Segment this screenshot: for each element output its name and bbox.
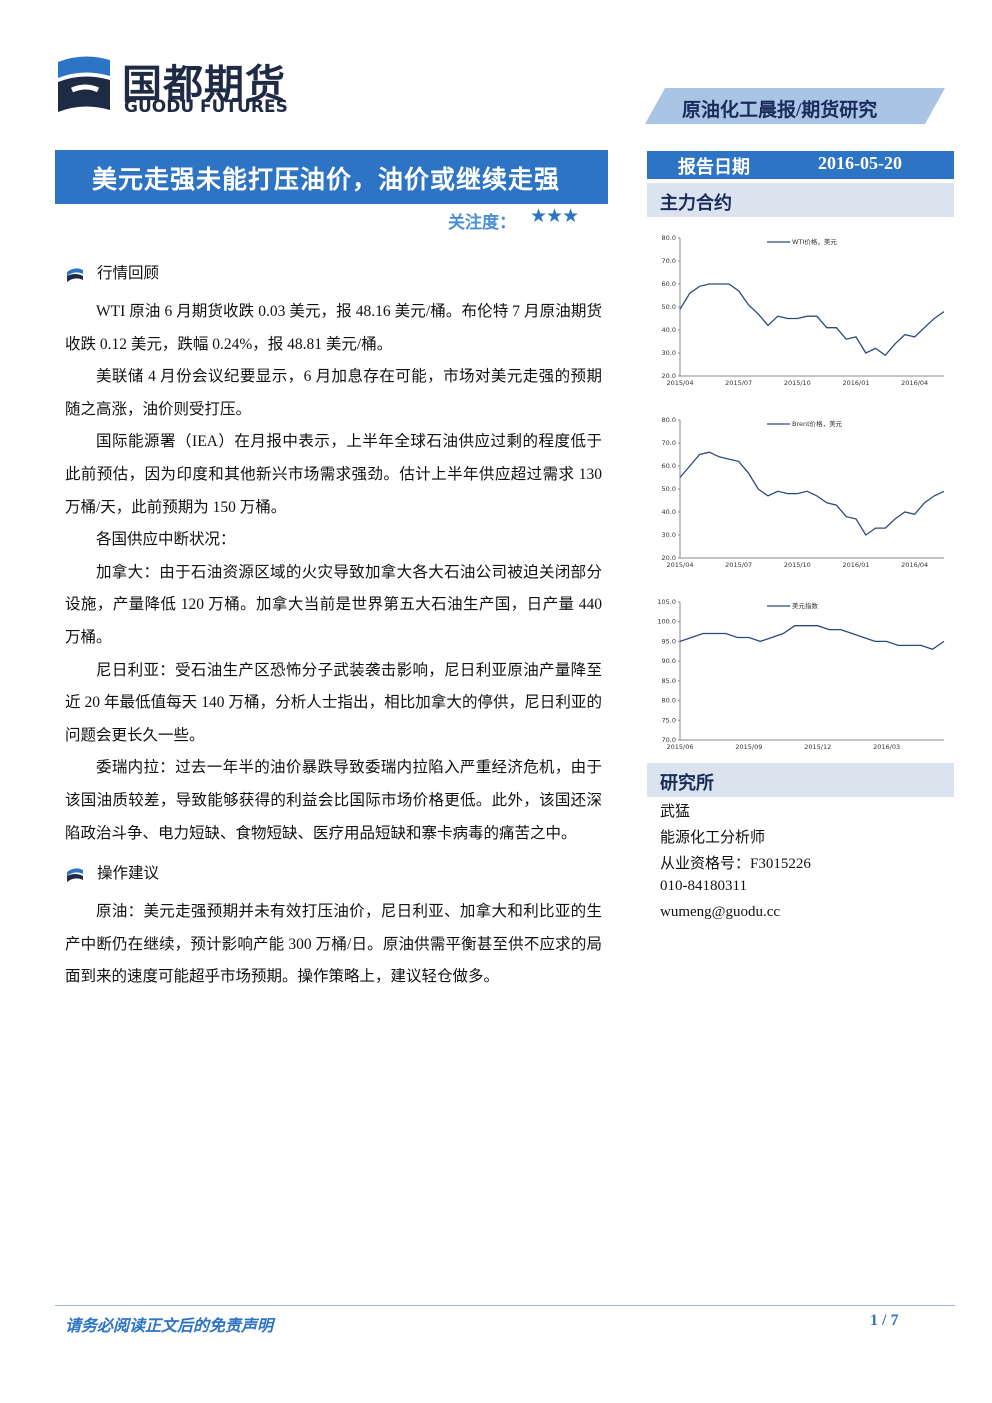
x-tick-label: 2015/04 [666,561,693,569]
section-icon [67,268,83,282]
y-tick-label: 40.0 [662,326,676,334]
section: 操作建议原油：美元走强预期并未有效打压油价，尼日利亚、加拿大和利比亚的生产中断仍… [65,858,602,994]
contact-line: wumeng@guodu.cc [660,904,781,920]
y-tick-label: 20.0 [662,554,676,562]
y-tick-label: 60.0 [662,280,676,288]
logo-mark [58,56,110,112]
paragraph: 委瑞内拉：过去一年半的油价暴跌导致委瑞内拉陷入严重经济危机，由于该国油质较差，导… [65,759,602,842]
x-tick-label: 2015/04 [666,379,693,387]
legend-label: 美元指数 [792,601,819,610]
y-tick-label: 30.0 [662,531,676,539]
paragraph: 美联储 4 月份会议纪要显示，6 月加息存在可能，市场对美元走强的预期随之高涨，… [65,368,602,418]
chart: 20.0 30.0 40.0 50.0 60.0 70.0 80.0 2015/04 2015/… [662,234,945,387]
icon-shape [67,874,83,883]
y-tick-label: 75.0 [662,716,676,724]
y-tick-label: 70.0 [662,257,676,265]
y-tick-label: 100.0 [657,618,676,626]
logo-subtext: GUODU FUTURES [124,97,288,117]
y-tick-label: 40.0 [662,508,676,516]
y-tick-label: 30.0 [662,349,676,357]
y-tick-label: 85.0 [662,677,676,685]
contact-line: 从业资格号：F3015226 [660,856,811,872]
report-title: 美元走强未能打压油价，油价或继续走强 [92,167,561,194]
report-type: 原油化工晨报/期货研究 [682,100,878,121]
icon-shape [67,268,83,276]
series-line [679,625,945,651]
paragraph: 国际能源署（IEA）在月报中表示，上半年全球石油供应过剩的程度低于此前预估，因为… [65,433,602,516]
x-tick-label: 2016/01 [842,561,869,569]
series-line [679,283,945,357]
paragraph: 原油：美元走强预期并未有效打压油价，尼日利亚、加拿大和利比亚的生产中断仍在继续，… [65,903,602,986]
footer-rule [55,1305,955,1306]
attention-stars: ★★★ [530,206,579,227]
title-bar [55,150,608,204]
y-tick-label: 105.0 [657,598,676,606]
x-tick-label: 2016/04 [901,379,928,387]
x-tick-label: 2015/12 [804,743,831,751]
y-tick-label: 70.0 [662,736,676,744]
research-heading: 研究所 [660,773,714,793]
x-tick-label: 2016/04 [901,561,928,569]
paragraph: 各国供应中断状况： [96,531,236,549]
x-tick-label: 2015/09 [735,743,762,751]
y-tick-label: 80.0 [662,697,676,705]
report-type-band [645,88,945,124]
x-tick-label: 2016/01 [842,379,869,387]
y-tick-label: 80.0 [662,416,676,424]
y-tick-label: 80.0 [662,234,676,242]
y-tick-label: 70.0 [662,439,676,447]
contract-bar [647,183,954,217]
attention-label: 关注度： [448,213,516,232]
date-bar [647,151,954,179]
x-tick-label: 2015/10 [784,379,811,387]
section-heading: 操作建议 [97,864,160,882]
date-label: 报告日期 [678,157,750,177]
logo-text: 国都期货 [122,62,286,108]
paragraph: 尼日利亚：受石油生产区恐怖分子武装袭击影响，尼日利亚原油产量降至近 20 年最低… [65,661,602,744]
legend-label: WTI价格，美元 [792,237,837,246]
contact-line: 010-84180311 [660,878,747,894]
x-tick-label: 2015/06 [666,743,693,751]
y-tick-label: 90.0 [662,657,676,665]
legend-label: Brent价格，美元 [792,419,843,428]
x-tick-label: 2016/03 [873,743,900,751]
paragraph: 加拿大：由于石油资源区域的火灾导致加拿大各大石油公司被迫关闭部分设施，产量降低 … [65,563,602,646]
x-tick-label: 2015/10 [784,561,811,569]
paragraph: WTI 原油 6 月期货收跌 0.03 美元，报 48.16 美元/桶。布伦特 … [65,303,602,353]
y-tick-label: 50.0 [662,303,676,311]
section-heading-row: 操作建议 [65,858,602,890]
icon-shape [67,868,83,877]
chart: 20.0 30.0 40.0 50.0 60.0 70.0 80.0 2015/04 2015/… [662,416,945,569]
chart: 70.0 75.0 80.0 85.0 90.0 95.0 100.0 105.0 2015/0… [657,598,945,751]
research-bar [647,763,954,797]
contact-line: 武猛 [660,804,691,820]
series-line [679,451,945,536]
section-icon [67,868,83,883]
y-tick-label: 60.0 [662,462,676,470]
report-date: 2016-05-20 [818,153,902,173]
page-number: 1 / 7 [870,1312,899,1329]
section: 行情回顾 WTI 原油 6 月期货收跌 0.03 美元，报 48.16 美元/桶。… [65,258,602,850]
body: 行情回顾 WTI 原油 6 月期货收跌 0.03 美元，报 48.16 美元/桶。… [65,258,602,1002]
disclaimer: 请务必阅读正文后的免责声明 [65,1318,274,1335]
section-heading-row: 行情回顾 [65,258,602,290]
y-tick-label: 95.0 [662,637,676,645]
x-tick-label: 2015/07 [725,561,752,569]
icon-shape [67,274,83,282]
contact-line: 能源化工分析师 [660,830,766,846]
x-tick-label: 2015/07 [725,379,752,387]
section-heading: 行情回顾 [97,264,160,282]
y-tick-label: 50.0 [662,485,676,493]
contract-heading: 主力合约 [660,193,732,213]
y-tick-label: 20.0 [662,372,676,380]
